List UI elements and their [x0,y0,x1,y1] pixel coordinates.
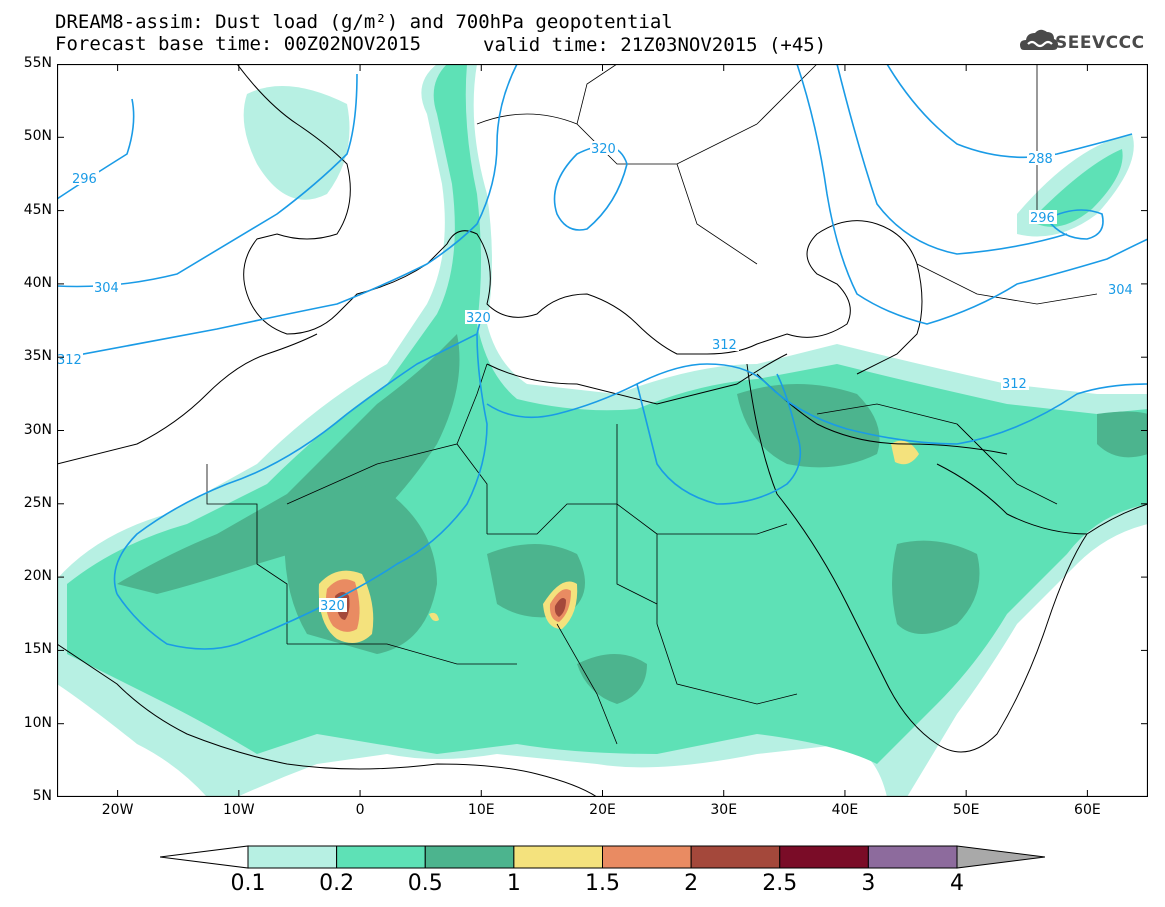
latitude-label: 35N [23,348,52,365]
contour-label: 288 [1028,152,1053,167]
longitude-label: 20E [589,802,616,818]
forecast-base-time: Forecast base time: 00Z02NOV2015 [55,33,422,55]
longitude-label: 50E [952,802,980,818]
contour-labels: 296 304 312 320 320 312 312 304 288 296 … [57,141,1135,614]
longitude-label: 10W [222,802,255,818]
colorbar-level-label: 2 [684,871,699,896]
geopotential-contours [57,64,1148,650]
colorbar-level-label: 1 [506,871,521,896]
dust-band-0-5 [117,334,1148,704]
contour-label: 312 [57,353,82,368]
contour-label: 312 [712,338,737,353]
contour-label: 312 [1002,377,1027,392]
longitude-label: 0 [355,802,365,818]
contour-label: 320 [320,599,345,614]
longitude-label: 60E [1074,802,1101,818]
longitude-label: 20W [101,802,134,818]
colorbar-level-label: 0.1 [230,871,266,896]
latitude-label: 55N [23,55,52,71]
colorbar-low-arrow [160,845,249,869]
contour-label: 304 [94,281,119,296]
colorbar-box [513,845,603,869]
map-title: DREAM8-assim: Dust load (g/m²) and 700hP… [55,11,673,33]
dust-load-map[interactable]: 296 304 312 320 320 312 312 304 288 296 … [57,64,1148,797]
colorbar-level-label: 2.5 [762,871,798,896]
latitude-label: 20N [23,568,52,585]
cloud-logo-icon [1020,29,1058,50]
contour-label: 296 [1030,211,1055,226]
contour-label: 304 [1108,283,1133,298]
country-borders [206,64,1098,745]
latitude-label: 5N [32,788,52,804]
longitude-label: 30E [710,802,738,818]
colorbar-box [247,845,338,869]
contour-label: 320 [466,311,491,326]
coastlines [57,64,1148,797]
colorbar [160,845,1045,869]
colorbar-level-label: 0.2 [319,871,355,896]
contour-label: 320 [591,142,616,157]
logo-text: SEEVCCC [1055,33,1145,53]
colorbar-box [690,845,781,869]
colorbar-level-label: 3 [861,871,876,896]
latitude-label: 45N [23,201,52,218]
colorbar-box [779,845,869,869]
colorbar-box [424,845,515,869]
longitude-label: 10E [467,802,495,818]
colorbar-high-arrow [956,845,1045,869]
colorbar-level-label: 1.5 [585,871,620,896]
axis-ticks [57,64,1148,797]
colorbar-box [336,845,426,869]
colorbar-level-label: 0.5 [407,871,443,896]
latitude-label: 30N [23,421,52,438]
contour-label: 296 [72,172,97,187]
latitude-label: 25N [23,494,52,511]
latitude-label: 40N [23,274,52,291]
colorbar-box [602,845,692,869]
latitude-label: 50N [23,128,52,145]
colorbar-level-label: 4 [950,871,964,896]
valid-time: valid time: 21Z03NOV2015 (+45) [483,34,827,56]
colorbar-box [867,845,958,869]
latitude-label: 10N [23,714,52,731]
latitude-label: 15N [23,641,52,658]
longitude-label: 40E [831,802,859,818]
